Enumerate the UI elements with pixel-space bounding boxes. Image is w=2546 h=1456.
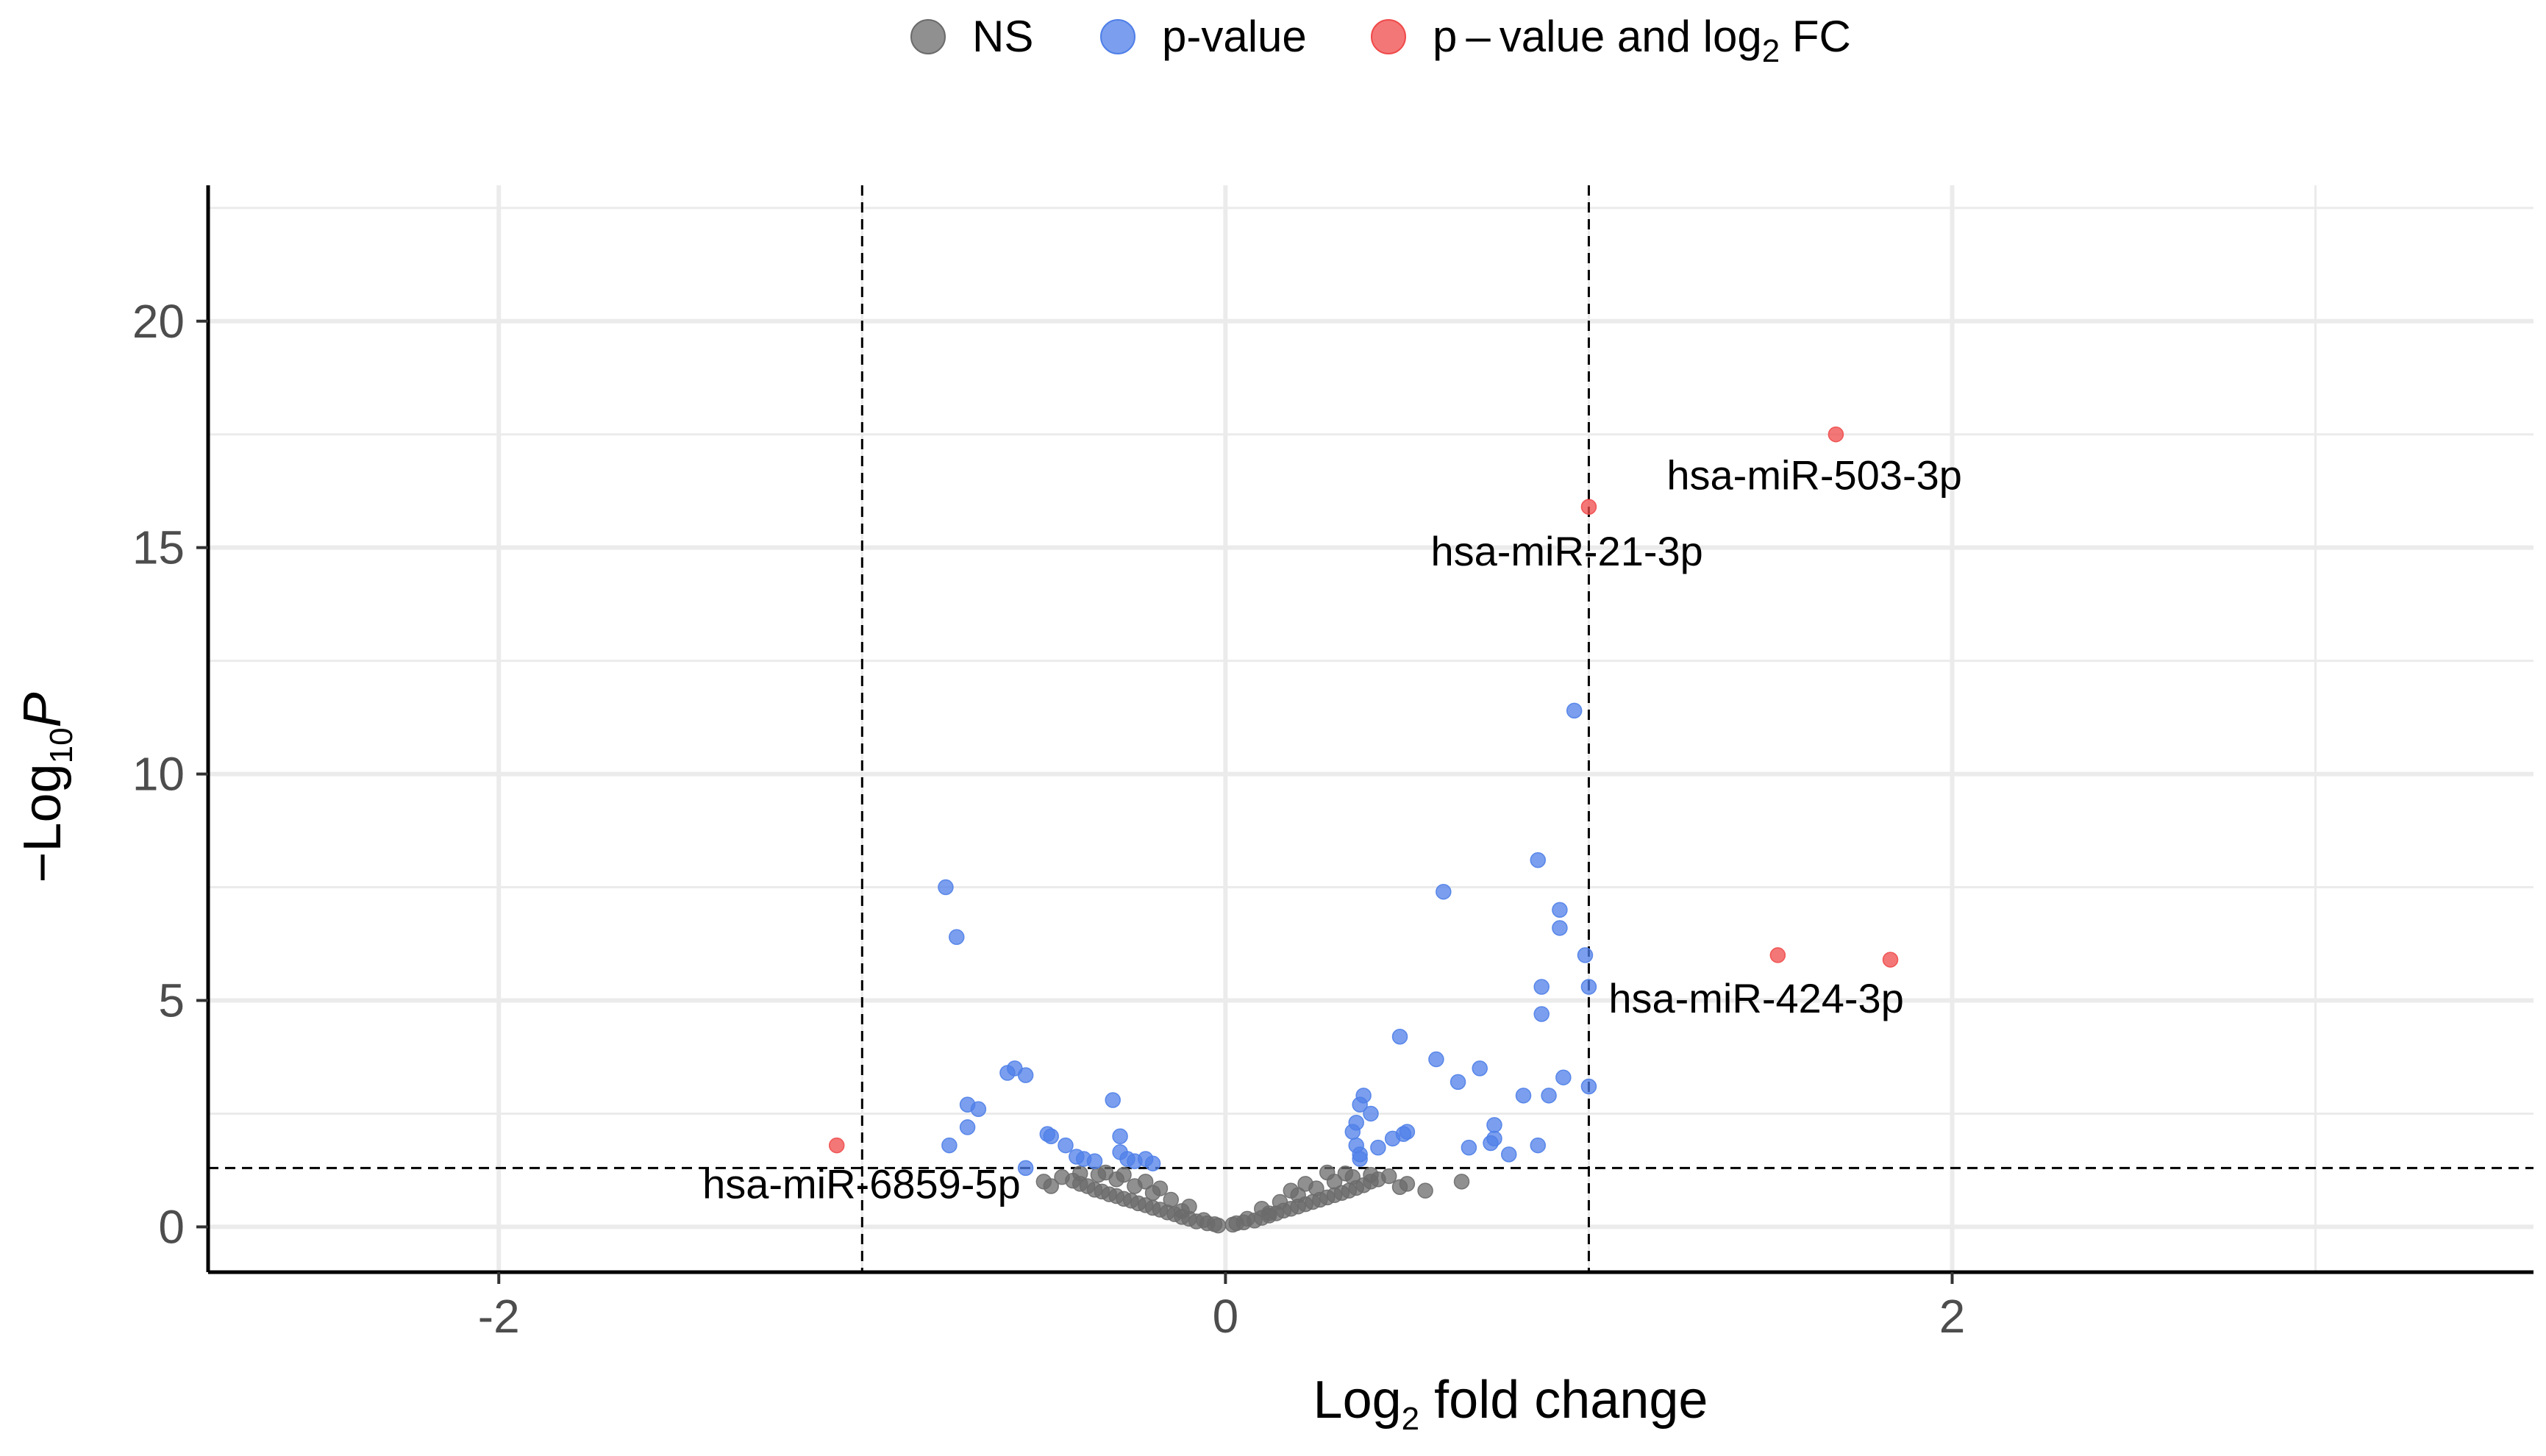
data-point-p [1461, 1139, 1477, 1156]
y-tick-label: 20 [132, 295, 185, 348]
data-point-p [1043, 1128, 1059, 1144]
data-point-ns [1163, 1191, 1180, 1208]
x-tick-label: 0 [1213, 1290, 1239, 1343]
x-tick-label: -2 [478, 1290, 520, 1343]
data-point-ns [1391, 1179, 1408, 1195]
y-axis-title: −Log10P [13, 692, 79, 882]
data-point-p [1017, 1067, 1034, 1083]
data-point-p [1500, 1146, 1517, 1163]
data-point-ns [1116, 1166, 1132, 1183]
data-point-ns [1206, 1216, 1223, 1232]
data-point-ns [1337, 1165, 1354, 1182]
annotation-label: hsa-miR-6859-5p [702, 1161, 1021, 1207]
data-point-p [938, 879, 954, 896]
data-point-p [1552, 920, 1568, 936]
data-point-p [1449, 1074, 1466, 1091]
gene-annotations: hsa-miR-503-3p hsa-miR-21-3p hsa-miR-424-3… [702, 452, 1962, 1207]
data-point-p [1486, 1130, 1502, 1147]
legend: NS p-value p – value and log2 FC [910, 12, 1851, 69]
y-tick-label: 10 [132, 748, 185, 801]
legend-label: p – value and log2 FC [1433, 12, 1851, 69]
data-point-ns [1152, 1180, 1169, 1196]
data-point-ns [1297, 1176, 1313, 1192]
data-point-p [1530, 1137, 1547, 1154]
data-point-p [1112, 1128, 1128, 1144]
data-point-p [1566, 702, 1583, 719]
data-point-p [1515, 1088, 1532, 1104]
x-tick-label: 2 [1939, 1290, 1966, 1343]
data-point-ns [1137, 1174, 1154, 1190]
data-point-ns [1260, 1205, 1277, 1221]
data-point-p [1580, 1078, 1597, 1095]
data-point-both [1769, 947, 1786, 963]
data-point-p [941, 1137, 958, 1154]
data-point-p [1399, 1124, 1416, 1140]
data-point-ns [1072, 1165, 1088, 1182]
annotation-label: hsa-miR-21-3p [1430, 528, 1702, 574]
data-point-p [1533, 979, 1550, 995]
data-point-ns [1453, 1174, 1470, 1190]
data-point-ns [1097, 1164, 1114, 1181]
legend-marker-p [1100, 19, 1135, 54]
data-point-ns [1319, 1164, 1336, 1181]
data-point-p [1552, 902, 1568, 918]
data-point-p [1105, 1092, 1121, 1108]
data-point-ns [1043, 1178, 1059, 1194]
y-tick-label: 15 [132, 521, 185, 574]
data-point-p [1533, 1006, 1550, 1022]
data-point-ns [1283, 1182, 1299, 1199]
data-point-p [1058, 1137, 1074, 1154]
data-point-p [1530, 852, 1547, 868]
data-points [828, 426, 1899, 1234]
data-point-p [949, 929, 965, 946]
data-point-p [1486, 1117, 1502, 1133]
data-point-p [1352, 1151, 1368, 1167]
data-point-both [1882, 952, 1899, 968]
data-point-p [1144, 1155, 1161, 1171]
data-point-p [1391, 1029, 1408, 1045]
data-point-p [959, 1119, 976, 1135]
data-point-ns [1228, 1215, 1244, 1232]
x-axis-title: Log2 fold change [1313, 1371, 1708, 1437]
data-point-p [1541, 1088, 1557, 1104]
data-point-p [1370, 1139, 1386, 1156]
data-point-p [1577, 947, 1594, 963]
data-point-ns [1054, 1168, 1070, 1185]
data-point-p [1355, 1088, 1372, 1104]
annotation-label: hsa-miR-503-3p [1666, 452, 1962, 499]
data-point-p [1363, 1105, 1379, 1122]
grid-lines [208, 185, 2533, 1272]
data-point-both [828, 1137, 845, 1154]
legend-marker-both [1371, 19, 1406, 54]
data-point-p [1017, 1160, 1034, 1177]
data-point-ns [1272, 1193, 1288, 1210]
data-point-p [1555, 1069, 1572, 1085]
annotation-label: hsa-miR-424-3p [1608, 975, 1904, 1021]
data-point-p [1436, 883, 1452, 900]
data-point-p [1348, 1115, 1364, 1131]
legend-label: NS [972, 12, 1033, 61]
legend-marker-ns [910, 19, 946, 54]
data-point-p [1472, 1060, 1488, 1077]
data-point-p [1428, 1051, 1444, 1068]
data-point-ns [1380, 1168, 1397, 1185]
data-point-p [970, 1101, 987, 1118]
data-point-ns [1363, 1166, 1379, 1183]
legend-label: p-value [1162, 12, 1307, 61]
data-point-p [1086, 1153, 1103, 1169]
data-point-ns [1417, 1182, 1433, 1199]
data-point-both [1828, 426, 1844, 443]
y-tick-label: 5 [158, 974, 185, 1027]
data-point-ns [1174, 1203, 1190, 1219]
data-point-both [1580, 499, 1597, 515]
y-tick-label: 0 [158, 1200, 185, 1253]
data-point-p [1580, 979, 1597, 995]
